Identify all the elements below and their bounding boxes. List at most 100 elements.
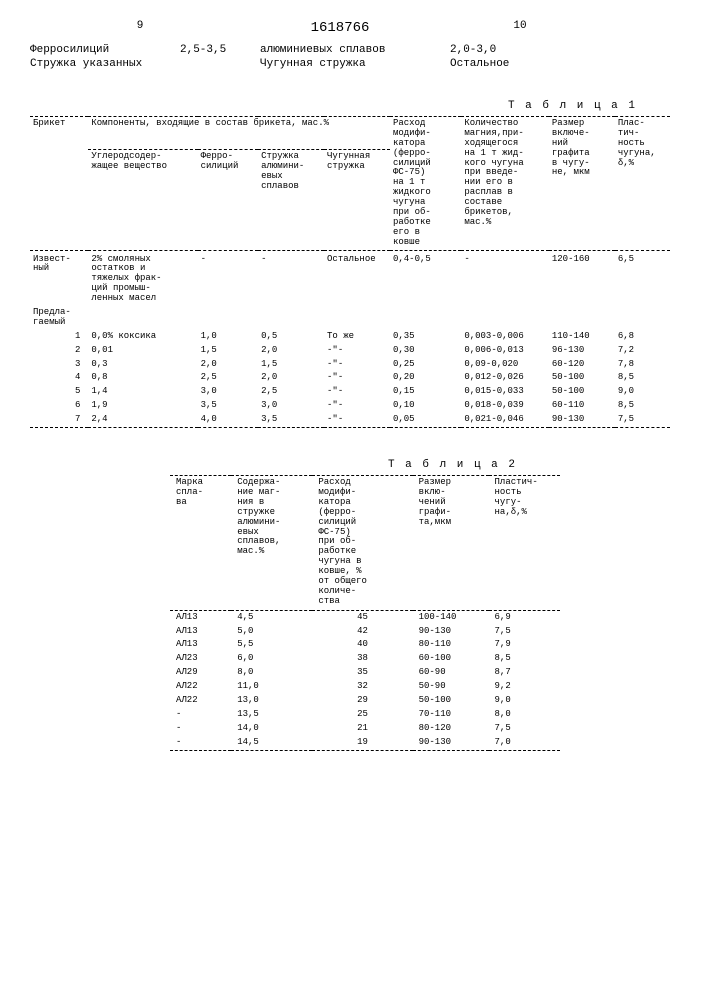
t1-known-g: 120-160: [549, 253, 615, 306]
t2-e: 9,0: [489, 694, 560, 708]
t1-b: 1,5: [198, 344, 259, 358]
t2-a: АЛ13: [170, 610, 231, 624]
t1-g: 60-110: [549, 399, 615, 413]
table1: Брикет Компоненты, входящие в состав бри…: [30, 116, 670, 429]
t1-b: 4,0: [198, 413, 259, 427]
t2-d: 60-100: [413, 652, 489, 666]
t1-a: 1,9: [88, 399, 197, 413]
t1-h: 8,5: [615, 399, 670, 413]
table-row: 30,32,01,5-"-0,250,09-0,02060-1207,8: [30, 358, 670, 372]
t1-h: 7,8: [615, 358, 670, 372]
t1-known-b: -: [198, 253, 259, 306]
t1-c: 0,5: [258, 330, 324, 344]
t2-d: 80-120: [413, 722, 489, 736]
t2-e: 7,5: [489, 625, 560, 639]
t1-b: 2,0: [198, 358, 259, 372]
t1-f: 0,003-0,006: [461, 330, 549, 344]
t1-d: -"-: [324, 358, 390, 372]
t1-a: 2,4: [88, 413, 197, 427]
table2-label: Т а б л и ц а 2: [30, 459, 517, 471]
t1-a: 0,3: [88, 358, 197, 372]
t1-d: -"-: [324, 344, 390, 358]
t1-n: 3: [30, 358, 88, 372]
t2-e: 7,0: [489, 736, 560, 750]
header-line-2: Стружка указанных Чугунная стружка Остал…: [30, 58, 677, 70]
t2-a: АЛ23: [170, 652, 231, 666]
header-line-1: Ферросилиций 2,5-3,5 алюминиевых сплавов…: [30, 44, 677, 56]
table1-label: Т а б л и ц а 1: [30, 100, 637, 112]
table-row: АЛ298,03560-908,7: [170, 666, 560, 680]
t1-e: 0,30: [390, 344, 461, 358]
t1-h-c2b: Ферро- силиций: [198, 150, 259, 250]
table-row: АЛ135,04290-1307,5: [170, 625, 560, 639]
t2-h-c4: Размер вклю- чений графи- та,мкм: [413, 476, 489, 609]
t2-e: 8,7: [489, 666, 560, 680]
t1-e: 0,05: [390, 413, 461, 427]
t1-f: 0,012-0,026: [461, 371, 549, 385]
t2-a: -: [170, 736, 231, 750]
t1-n: 5: [30, 385, 88, 399]
doc-number: 1618766: [250, 20, 430, 36]
t2-e: 9,2: [489, 680, 560, 694]
t1-c: 2,0: [258, 371, 324, 385]
t1-a: 0,0% коксика: [88, 330, 197, 344]
t1-c: 3,5: [258, 413, 324, 427]
t2-d: 50-100: [413, 694, 489, 708]
t2-b: 4,5: [231, 610, 312, 624]
t1-f: 0,021-0,046: [461, 413, 549, 427]
t2-e: 8,5: [489, 652, 560, 666]
t2-d: 90-130: [413, 625, 489, 639]
page-left: 9: [30, 20, 250, 36]
t1-b: 3,0: [198, 385, 259, 399]
t1-h-c3: Расход модифи- катора (ферро- силиций ФС…: [390, 117, 461, 251]
t1-b: 3,5: [198, 399, 259, 413]
t2-c: 32: [312, 680, 412, 694]
t1-known-h: 6,5: [615, 253, 670, 306]
t1-prop-label: Предла- гаемый: [30, 306, 670, 330]
t1-h-c1: Брикет: [30, 117, 88, 251]
t1-known-c: -: [258, 253, 324, 306]
hl2d: Остальное: [450, 58, 530, 70]
t2-b: 14,0: [231, 722, 312, 736]
t1-d: -"-: [324, 399, 390, 413]
hl1d: 2,0-3,0: [450, 44, 530, 56]
t2-c: 25: [312, 708, 412, 722]
t1-h-c2c: Стружка алюмини- евых сплавов: [258, 150, 324, 250]
t2-c: 38: [312, 652, 412, 666]
t2-b: 5,5: [231, 638, 312, 652]
t1-d: -"-: [324, 413, 390, 427]
t2-e: 8,0: [489, 708, 560, 722]
table-row: АЛ2211,03250-909,2: [170, 680, 560, 694]
t1-h: 7,2: [615, 344, 670, 358]
t1-h-c4: Количество магния,при- ходящегося на 1 т…: [461, 117, 549, 251]
t1-g: 90-130: [549, 413, 615, 427]
t1-a: 0,01: [88, 344, 197, 358]
t1-g: 110-140: [549, 330, 615, 344]
t1-e: 0,25: [390, 358, 461, 372]
t2-b: 5,0: [231, 625, 312, 639]
t2-b: 13,0: [231, 694, 312, 708]
t1-d: -"-: [324, 385, 390, 399]
t1-d: То же: [324, 330, 390, 344]
t1-h: 8,5: [615, 371, 670, 385]
t1-known-d: Остальное: [324, 253, 390, 306]
table-row: 51,43,02,5-"-0,150,015-0,03350-1009,0: [30, 385, 670, 399]
t1-f: 0,09-0,020: [461, 358, 549, 372]
hl2a: Стружка указанных: [30, 58, 180, 70]
t2-a: АЛ13: [170, 625, 231, 639]
t2-c: 40: [312, 638, 412, 652]
t1-d: -"-: [324, 371, 390, 385]
t2-d: 60-90: [413, 666, 489, 680]
t2-a: АЛ29: [170, 666, 231, 680]
t2-h-c5: Пластич- ность чугу- на,δ,%: [489, 476, 560, 609]
t1-g: 96-130: [549, 344, 615, 358]
t2-a: АЛ13: [170, 638, 231, 652]
table-row: -13,52570-1108,0: [170, 708, 560, 722]
t2-a: -: [170, 722, 231, 736]
t1-h: 7,5: [615, 413, 670, 427]
t1-f: 0,015-0,033: [461, 385, 549, 399]
t1-h-c6: Плас- тич- ность чугуна, δ,%: [615, 117, 670, 251]
table-row: АЛ135,54080-1107,9: [170, 638, 560, 652]
t1-f: 0,006-0,013: [461, 344, 549, 358]
t1-n: 1: [30, 330, 88, 344]
